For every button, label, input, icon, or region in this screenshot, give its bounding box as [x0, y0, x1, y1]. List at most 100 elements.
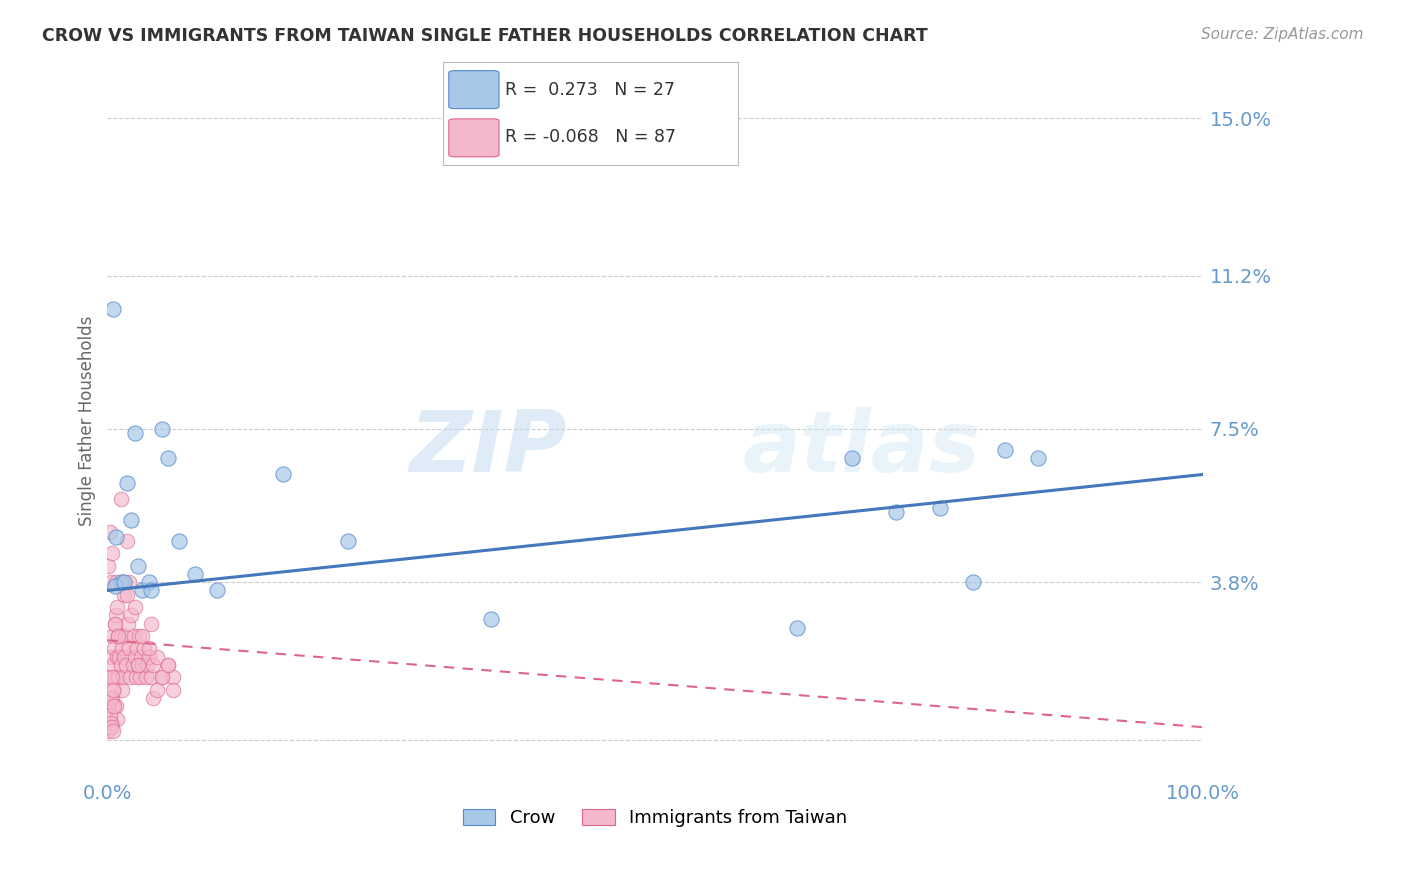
- Point: [962, 575, 984, 590]
- Point: [100, 720, 122, 734]
- Point: [103, 682, 125, 697]
- Point: [118, 575, 141, 590]
- Point: [111, 670, 134, 684]
- Point: [156, 658, 179, 673]
- Point: [110, 641, 132, 656]
- Point: [108, 649, 131, 664]
- Point: [117, 616, 139, 631]
- Point: [101, 658, 124, 673]
- Point: [110, 492, 132, 507]
- Point: [98, 720, 121, 734]
- Point: [97, 699, 120, 714]
- Point: [121, 513, 143, 527]
- FancyBboxPatch shape: [449, 70, 499, 109]
- Point: [100, 649, 122, 664]
- Point: [100, 691, 122, 706]
- Point: [124, 425, 146, 440]
- Point: [127, 658, 149, 673]
- Point: [110, 629, 132, 643]
- Point: [479, 612, 502, 626]
- Point: [124, 600, 146, 615]
- Point: [105, 530, 128, 544]
- Point: [205, 583, 228, 598]
- Point: [841, 450, 863, 465]
- Point: [104, 670, 127, 684]
- Point: [786, 621, 808, 635]
- Point: [101, 301, 124, 316]
- Point: [97, 691, 120, 706]
- Point: [337, 533, 360, 548]
- Point: [162, 670, 184, 684]
- Point: [107, 629, 129, 643]
- Point: [105, 712, 128, 726]
- Point: [105, 699, 128, 714]
- Point: [110, 682, 132, 697]
- Point: [104, 616, 127, 631]
- Point: [142, 658, 165, 673]
- Point: [122, 629, 145, 643]
- Point: [271, 467, 294, 482]
- Point: [101, 724, 124, 739]
- Point: [131, 649, 153, 664]
- Point: [104, 579, 127, 593]
- Point: [138, 575, 160, 590]
- Point: [138, 641, 160, 656]
- Point: [110, 575, 132, 590]
- Point: [141, 583, 163, 598]
- Point: [129, 670, 152, 684]
- Point: [100, 575, 122, 590]
- Point: [121, 608, 143, 623]
- Point: [1026, 450, 1049, 465]
- Point: [162, 682, 184, 697]
- Point: [107, 629, 129, 643]
- Point: [100, 670, 122, 684]
- Point: [156, 658, 179, 673]
- Legend: Crow, Immigrants from Taiwan: Crow, Immigrants from Taiwan: [456, 801, 855, 834]
- Point: [104, 616, 127, 631]
- Point: [125, 641, 148, 656]
- Point: [121, 658, 143, 673]
- Text: R = -0.068   N = 87: R = -0.068 N = 87: [505, 128, 676, 146]
- Point: [167, 533, 190, 548]
- Point: [97, 558, 120, 573]
- Point: [145, 649, 167, 664]
- Point: [101, 699, 124, 714]
- Point: [105, 649, 128, 664]
- Point: [125, 670, 148, 684]
- Point: [98, 707, 121, 722]
- Point: [100, 699, 122, 714]
- Point: [112, 588, 135, 602]
- Y-axis label: Single Father Households: Single Father Households: [79, 316, 96, 525]
- Point: [105, 608, 128, 623]
- Point: [928, 500, 950, 515]
- Point: [131, 583, 153, 598]
- Point: [135, 658, 157, 673]
- Point: [103, 641, 125, 656]
- Point: [98, 712, 121, 726]
- Point: [107, 670, 129, 684]
- Point: [100, 691, 122, 706]
- Point: [112, 649, 135, 664]
- Point: [131, 658, 153, 673]
- Point: [100, 546, 122, 560]
- Text: CROW VS IMMIGRANTS FROM TAIWAN SINGLE FATHER HOUSEHOLDS CORRELATION CHART: CROW VS IMMIGRANTS FROM TAIWAN SINGLE FA…: [42, 27, 928, 45]
- Point: [145, 682, 167, 697]
- Point: [884, 505, 907, 519]
- Point: [112, 575, 135, 590]
- FancyBboxPatch shape: [449, 119, 499, 157]
- Point: [127, 558, 149, 573]
- Text: ZIP: ZIP: [409, 408, 568, 491]
- Point: [118, 641, 141, 656]
- Point: [115, 475, 138, 490]
- Text: Source: ZipAtlas.com: Source: ZipAtlas.com: [1201, 27, 1364, 42]
- Text: atlas: atlas: [742, 408, 981, 491]
- Point: [127, 658, 149, 673]
- Point: [114, 629, 136, 643]
- Point: [115, 533, 138, 548]
- Point: [110, 658, 132, 673]
- Point: [141, 616, 163, 631]
- Point: [184, 566, 207, 581]
- Point: [98, 525, 121, 540]
- Point: [101, 682, 124, 697]
- Point: [100, 629, 122, 643]
